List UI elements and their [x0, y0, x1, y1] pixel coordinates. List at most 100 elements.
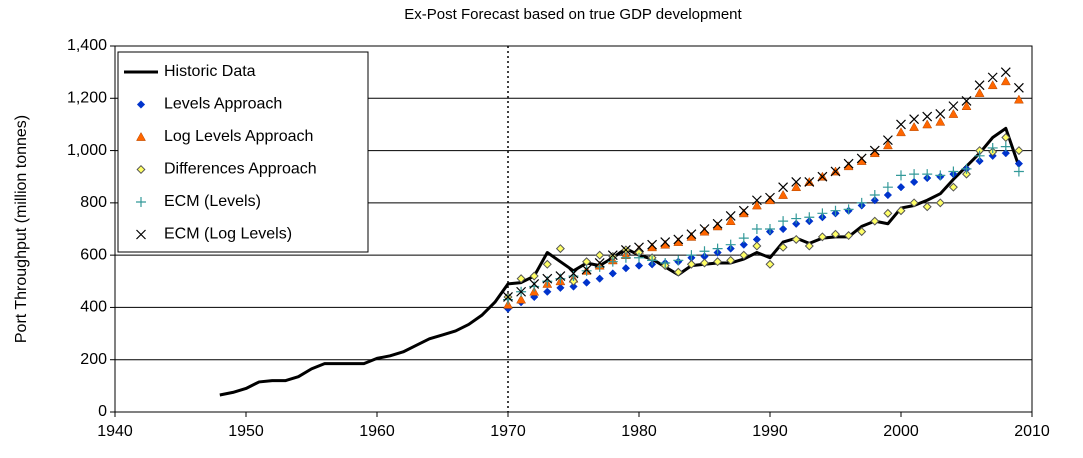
marker [543, 287, 552, 296]
marker [961, 169, 972, 179]
marker [843, 158, 854, 169]
marker [857, 227, 867, 237]
marker [673, 255, 684, 266]
y-tick-label: 1,200 [67, 90, 107, 107]
marker [739, 250, 749, 260]
marker [987, 80, 998, 90]
marker [503, 292, 513, 302]
marker [870, 196, 879, 205]
marker [516, 274, 526, 284]
marker [516, 286, 527, 297]
marker [935, 170, 946, 181]
marker [948, 166, 959, 177]
marker [778, 182, 789, 193]
marker [883, 190, 893, 200]
marker [870, 216, 880, 226]
marker [712, 218, 723, 229]
marker [791, 234, 801, 244]
marker [751, 195, 762, 206]
x-tick-label: 1960 [359, 423, 395, 440]
marker [817, 171, 828, 182]
marker [568, 271, 579, 282]
marker [136, 131, 146, 141]
marker [896, 170, 906, 181]
y-tick-label: 200 [80, 351, 107, 368]
marker [647, 255, 658, 266]
marker [751, 224, 762, 234]
marker [909, 198, 919, 208]
marker [804, 212, 815, 223]
marker [660, 237, 671, 247]
marker [883, 208, 893, 218]
marker [1001, 132, 1011, 143]
marker [712, 243, 723, 254]
marker [882, 140, 893, 150]
x-tick-label: 1950 [228, 423, 264, 440]
marker [595, 274, 604, 283]
marker [922, 111, 933, 122]
marker [948, 182, 958, 192]
marker [739, 240, 748, 249]
marker [935, 109, 946, 119]
chart-title: Ex-Post Forecast based on true GDP devel… [404, 6, 742, 23]
marker [607, 250, 618, 261]
marker [830, 229, 841, 239]
legend: Historic Data Levels Approach Log Levels A… [117, 51, 369, 253]
marker [791, 182, 802, 192]
marker [961, 163, 972, 174]
marker [686, 250, 697, 261]
marker [542, 259, 552, 269]
marker [1013, 166, 1024, 177]
marker [516, 294, 527, 304]
marker [556, 283, 565, 292]
marker [869, 145, 880, 156]
marker [542, 273, 553, 284]
marker [529, 271, 539, 281]
y-tick-label: 0 [98, 403, 107, 420]
x-tick-label: 1970 [490, 423, 526, 440]
marker [634, 261, 644, 270]
marker [725, 216, 736, 226]
marker [882, 182, 893, 193]
marker [699, 246, 710, 257]
marker [673, 267, 683, 277]
marker [1000, 76, 1011, 86]
marker [582, 278, 591, 287]
marker [595, 250, 605, 260]
marker [738, 233, 749, 244]
marker [1000, 67, 1011, 78]
marker [1001, 149, 1010, 158]
marker [909, 177, 919, 187]
marker [922, 119, 933, 129]
marker [569, 282, 578, 291]
marker [830, 166, 841, 177]
x-tick-label: 1990 [752, 423, 788, 440]
marker [751, 200, 762, 210]
marker [974, 80, 985, 91]
marker [542, 276, 553, 287]
marker [856, 197, 867, 208]
y-tick-label: 600 [80, 246, 107, 263]
marker [136, 100, 146, 109]
marker [726, 255, 736, 265]
x-tick-label: 1980 [621, 423, 657, 440]
marker [987, 142, 998, 153]
plot-frame [114, 45, 1033, 413]
y-axis-label: Port Throughput (million tonnes) [13, 115, 30, 343]
marker [844, 231, 854, 241]
marker [686, 259, 696, 269]
marker [673, 234, 684, 245]
marker [909, 114, 920, 125]
marker [856, 153, 867, 164]
marker [987, 72, 998, 83]
marker [896, 127, 906, 137]
marker [1013, 82, 1024, 93]
marker [530, 292, 539, 302]
x-tick-label: 2000 [883, 423, 919, 440]
y-tick-label: 1,400 [67, 37, 107, 54]
marker [555, 273, 566, 284]
marker [581, 264, 592, 275]
marker [1000, 141, 1011, 152]
marker [935, 198, 945, 208]
